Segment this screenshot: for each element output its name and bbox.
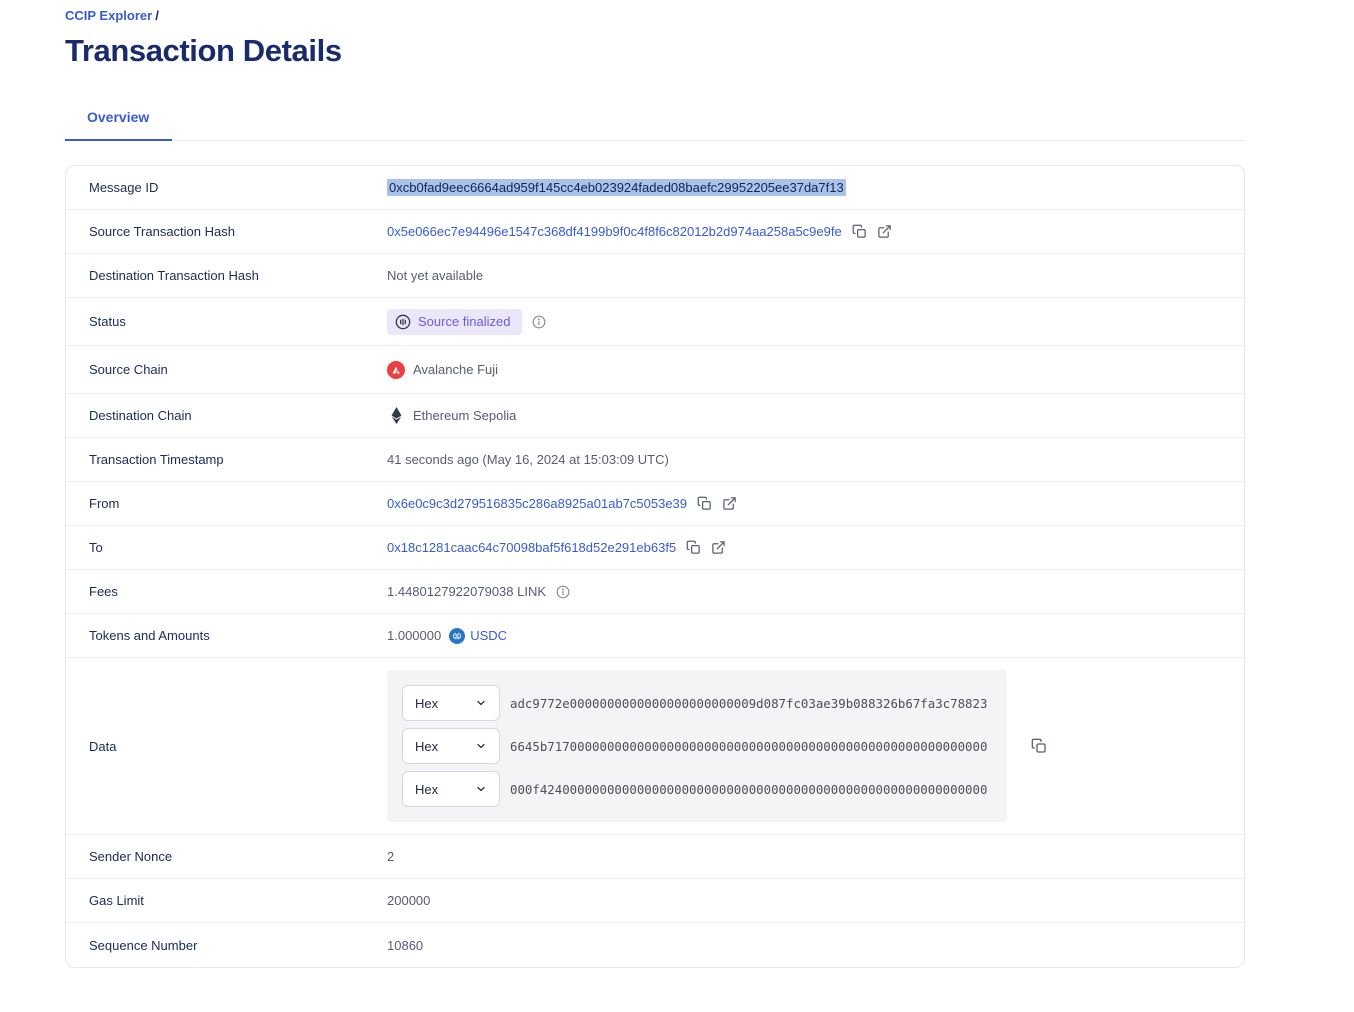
breadcrumb-ccip-explorer-link[interactable]: CCIP Explorer: [65, 8, 153, 23]
dest-tx-hash-value: Not yet available: [387, 268, 484, 283]
row-sender-nonce: Sender Nonce 2: [66, 835, 1244, 879]
copy-icon[interactable]: [697, 496, 712, 511]
data-format-value: Hex: [415, 781, 439, 797]
row-status: Status Source finalized: [66, 298, 1244, 346]
data-line: Hex adc9772e0000000000000000000000009d08…: [402, 685, 992, 721]
tab-overview[interactable]: Overview: [87, 109, 150, 125]
data-format-select[interactable]: Hex: [402, 685, 500, 721]
message-id-value: 0xcb0fad9eec6664ad959f145cc4eb023924fade…: [387, 179, 846, 196]
source-chain-label: Source Chain: [89, 362, 168, 377]
message-id-label: Message ID: [89, 180, 159, 195]
token-usdc-link[interactable]: $ USDC: [449, 627, 508, 644]
row-destination-chain: Destination Chain Ethereum Sepolia: [66, 394, 1244, 438]
timestamp-value: 41 seconds ago (May 16, 2024 at 15:03:09…: [387, 452, 669, 467]
row-transaction-timestamp: Transaction Timestamp 41 seconds ago (Ma…: [66, 438, 1244, 482]
fees-label: Fees: [89, 584, 118, 599]
to-address-link[interactable]: 0x18c1281caac64c70098baf5f618d52e291eb63…: [387, 540, 677, 555]
timestamp-label: Transaction Timestamp: [89, 452, 224, 467]
token-symbol: USDC: [470, 628, 508, 643]
from-label: From: [89, 496, 120, 511]
dest-tx-hash-label: Destination Transaction Hash: [89, 268, 259, 283]
dest-chain-value: Ethereum Sepolia: [413, 408, 517, 423]
sender-nonce-value: 2: [387, 849, 395, 864]
row-destination-transaction-hash: Destination Transaction Hash Not yet ava…: [66, 254, 1244, 298]
sequence-number-value: 10860: [387, 937, 424, 953]
sender-nonce-label: Sender Nonce: [89, 849, 173, 864]
status-badge: Source finalized: [387, 308, 522, 335]
ethereum-logo-icon: [387, 407, 405, 424]
data-format-select[interactable]: Hex: [402, 728, 500, 764]
svg-text:$: $: [455, 633, 459, 640]
finality-waiting-icon: [395, 314, 411, 330]
sequence-number-label: Sequence Number: [89, 937, 198, 953]
data-line: Hex 000f42400000000000000000000000000000…: [402, 771, 992, 807]
external-link-icon[interactable]: [722, 496, 737, 511]
external-link-icon[interactable]: [711, 540, 726, 555]
breadcrumb-separator: /: [155, 8, 159, 23]
tab-active-underline: [65, 139, 172, 141]
external-link-icon[interactable]: [877, 224, 892, 239]
copy-icon[interactable]: [1031, 738, 1047, 754]
row-message-id: Message ID 0xcb0fad9eec6664ad959f145cc4e…: [66, 166, 1244, 210]
data-label: Data: [89, 738, 117, 754]
copy-icon[interactable]: [686, 540, 701, 555]
data-hex-line: 6645b71700000000000000000000000000000000…: [510, 738, 988, 754]
breadcrumb: CCIP Explorer /: [65, 0, 1245, 23]
tab-bar: Overview: [65, 109, 1245, 141]
avalanche-logo-icon: [387, 360, 405, 379]
info-icon[interactable]: [532, 315, 546, 329]
info-icon[interactable]: [556, 585, 570, 599]
gas-limit-label: Gas Limit: [89, 893, 144, 908]
from-address-link[interactable]: 0x6e0c9c3d279516835c286a8925a01ab7c5053e…: [387, 496, 688, 511]
row-to: To 0x18c1281caac64c70098baf5f618d52e291e…: [66, 526, 1244, 570]
data-format-value: Hex: [415, 738, 439, 754]
chevron-down-icon: [475, 783, 487, 795]
data-format-select[interactable]: Hex: [402, 771, 500, 807]
data-hex-line: 000f424000000000000000000000000000000000…: [510, 781, 988, 797]
dest-chain-label: Destination Chain: [89, 408, 192, 423]
usdc-logo-icon: $: [449, 627, 466, 644]
source-chain-value: Avalanche Fuji: [413, 362, 499, 377]
chevron-down-icon: [475, 740, 487, 752]
copy-icon[interactable]: [852, 224, 867, 239]
source-tx-hash-link[interactable]: 0x5e066ec7e94496e1547c368df4199b9f0c4f8f…: [387, 224, 842, 239]
row-data: Data Hex adc9772e00000000000000000000000…: [66, 658, 1244, 835]
chevron-down-icon: [475, 697, 487, 709]
row-fees: Fees 1.4480127922079038 LINK: [66, 570, 1244, 614]
row-source-chain: Source Chain Avalanche Fuji: [66, 346, 1244, 394]
source-tx-hash-label: Source Transaction Hash: [89, 224, 235, 239]
to-label: To: [89, 540, 103, 555]
status-badge-text: Source finalized: [418, 314, 511, 329]
status-label: Status: [89, 314, 126, 329]
fees-value: 1.4480127922079038 LINK: [387, 584, 547, 599]
row-source-transaction-hash: Source Transaction Hash 0x5e066ec7e94496…: [66, 210, 1244, 254]
transaction-details-table: Message ID 0xcb0fad9eec6664ad959f145cc4e…: [65, 165, 1245, 968]
row-sequence-number: Sequence Number 10860: [66, 923, 1244, 967]
data-format-value: Hex: [415, 695, 439, 711]
token-amount-value: 1.000000: [387, 628, 442, 643]
row-gas-limit: Gas Limit 200000: [66, 879, 1244, 923]
tokens-label: Tokens and Amounts: [89, 628, 210, 643]
data-hex-box: Hex adc9772e0000000000000000000000009d08…: [387, 670, 1007, 822]
row-tokens-and-amounts: Tokens and Amounts 1.000000 $ USDC: [66, 614, 1244, 658]
gas-limit-value: 200000: [387, 893, 431, 908]
row-from: From 0x6e0c9c3d279516835c286a8925a01ab7c…: [66, 482, 1244, 526]
data-hex-line: adc9772e0000000000000000000000009d087fc0…: [510, 695, 988, 711]
data-line: Hex 6645b7170000000000000000000000000000…: [402, 728, 992, 764]
page-title: Transaction Details: [65, 33, 342, 68]
